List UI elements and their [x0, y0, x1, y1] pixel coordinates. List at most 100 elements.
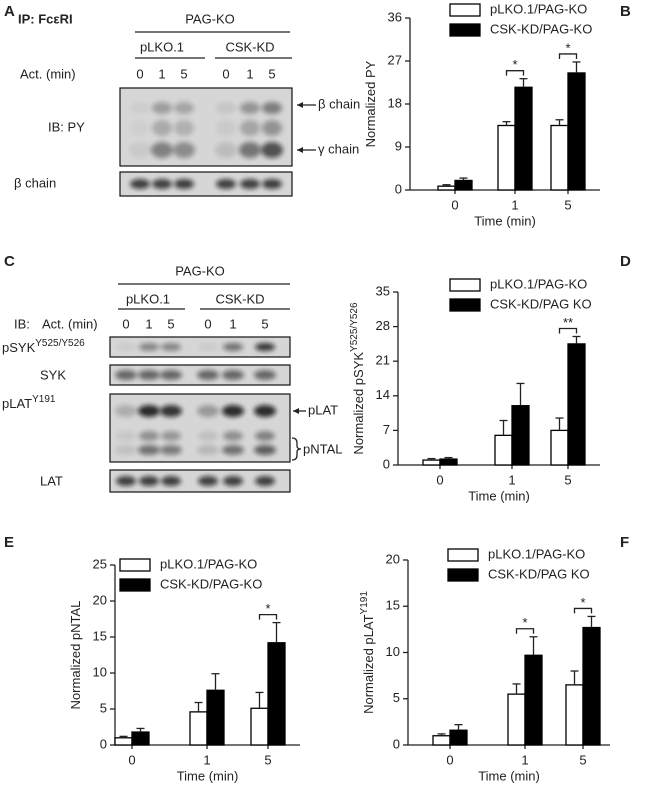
x-tick-label: 1 [511, 197, 518, 212]
y-tick-label: 21 [376, 353, 390, 368]
condition-label: pLKO.1 [126, 291, 170, 306]
band [174, 102, 194, 114]
band [222, 405, 244, 417]
y-axis-label-text: Normalized PY [363, 60, 378, 147]
band [115, 445, 137, 455]
ip-label: IP: FcεRI [18, 11, 73, 26]
panel-label: F [620, 534, 629, 551]
band [152, 102, 172, 114]
y-axis-label-sup: Y525/Y526 [349, 302, 360, 352]
band [139, 476, 159, 486]
panel-label: A [4, 3, 15, 20]
time-label: 0 [122, 316, 129, 331]
legend-swatch [449, 278, 481, 292]
condition-label: CSK-KD [225, 39, 274, 54]
band [254, 445, 276, 455]
legend-label: CSK-KD/PAG-KO [490, 21, 592, 36]
panel-a: A IP: FcεRI PAG-KO pLKO.1 CSK-KD Act. (m… [4, 3, 360, 197]
band [160, 405, 182, 417]
significance-label: ** [563, 315, 573, 330]
band [197, 445, 219, 455]
legend-swatch [447, 568, 479, 582]
band [115, 370, 137, 380]
legend-label: CSK-KD/PAG KO [490, 296, 592, 311]
arrow-head [293, 408, 299, 414]
y-tick-label: 9 [395, 138, 402, 153]
band [160, 445, 182, 455]
time-label: 0 [204, 316, 211, 331]
y-tick-label: 5 [100, 700, 107, 715]
bands [115, 102, 283, 486]
band [116, 343, 136, 351]
band [262, 102, 282, 114]
x-tick-label: 1 [521, 752, 528, 767]
y-axis-label: Normalized pSYKY525/Y526 [349, 302, 367, 455]
row-label: pLATY191 [2, 394, 56, 412]
band [240, 179, 260, 189]
band [138, 445, 160, 455]
y-axis-label: Normalized pLATY191 [359, 591, 377, 714]
legend-label: pLKO.1/PAG-KO [490, 1, 587, 16]
band [223, 476, 243, 486]
y-tick-label: 14 [376, 387, 390, 402]
time-label: 1 [246, 66, 253, 81]
band [174, 179, 194, 189]
band [239, 142, 261, 158]
row-label: β chain [14, 175, 56, 190]
arrow-label: pNTAL [303, 441, 343, 456]
bar [131, 731, 150, 746]
bar [524, 654, 543, 746]
y-axis-label: Normalized pNTAL [68, 601, 83, 710]
bar [432, 735, 451, 746]
band [198, 343, 218, 351]
y-tick-label: 20 [93, 592, 107, 607]
y-tick-label: 28 [376, 318, 390, 333]
x-tick-label: 0 [436, 472, 443, 487]
group-label: PAG-KO [185, 11, 235, 26]
y-tick-label: 27 [388, 52, 402, 67]
significance-label: * [512, 57, 517, 72]
band [222, 445, 244, 455]
y-axis-label-sup: Y191 [359, 591, 370, 615]
y-tick-label: 15 [386, 598, 400, 613]
band [216, 120, 236, 136]
x-tick-label: 1 [203, 752, 210, 767]
bar [507, 693, 526, 746]
band [254, 370, 276, 380]
band [197, 405, 219, 417]
legend-label: CSK-KD/PAG-KO [160, 576, 262, 591]
x-tick-label: 5 [564, 472, 571, 487]
y-axis-label-text: Normalized pNTAL [68, 601, 83, 710]
time-label: 5 [167, 316, 174, 331]
y-tick-label: 35 [376, 283, 390, 298]
panel-label: E [4, 534, 14, 551]
band [216, 102, 236, 114]
x-axis-label: Time (min) [177, 768, 239, 783]
time-label: 5 [180, 66, 187, 81]
y-tick-label: 0 [395, 181, 402, 196]
row-label: SYK [40, 367, 66, 382]
bar [454, 179, 473, 191]
legend-label: CSK-KD/PAG KO [488, 566, 590, 581]
condition-label: pLKO.1 [140, 39, 184, 54]
band [198, 431, 218, 441]
row-label: pSYKY525/Y526 [2, 338, 85, 356]
legend-swatch [449, 23, 481, 37]
x-tick-label: 5 [264, 752, 271, 767]
bar [449, 729, 468, 746]
legend-swatch [119, 558, 151, 572]
band [198, 476, 218, 486]
band [130, 179, 150, 189]
significance-bracket [505, 70, 525, 76]
significance-bracket [558, 53, 578, 59]
y-axis-label-text: Normalized pSYK [351, 352, 366, 455]
panel-label: C [4, 253, 15, 270]
panel-label: B [620, 3, 631, 20]
band [138, 405, 160, 417]
x-tick-label: 1 [508, 472, 515, 487]
significance-label: * [565, 40, 570, 55]
band [223, 343, 243, 351]
band [240, 120, 260, 136]
y-tick-label: 36 [388, 9, 402, 24]
bar [494, 434, 513, 466]
